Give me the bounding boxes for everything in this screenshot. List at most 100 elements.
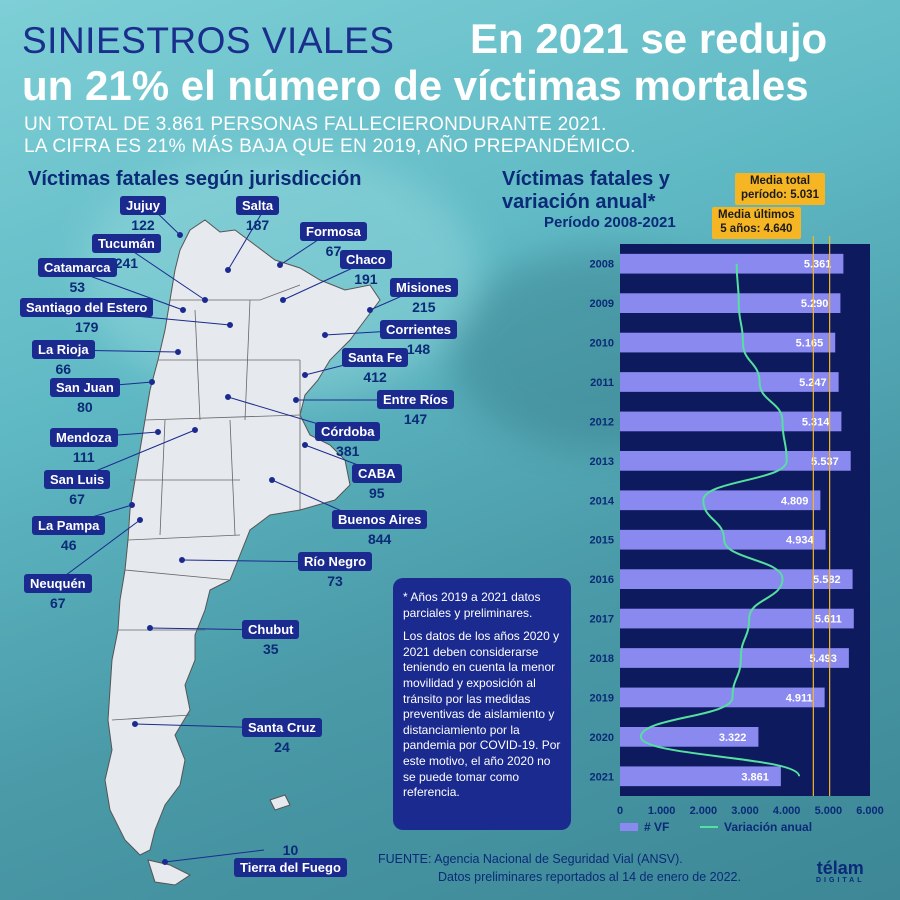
province-label: La Rioja 66 — [32, 340, 95, 377]
source-line-2: Datos preliminares reportados al 14 de e… — [438, 870, 741, 885]
category-label: 2016 — [590, 574, 614, 586]
province-connector — [227, 205, 267, 271]
province-name: Corrientes — [380, 320, 458, 339]
bar — [620, 687, 825, 708]
province-name: Santa Fe — [342, 348, 409, 367]
province-label: Misiones 215 — [390, 278, 458, 315]
category-label: 2008 — [590, 259, 614, 271]
bar-value-label: 5.314 — [802, 416, 830, 428]
bar-value-label: 4.911 — [786, 692, 813, 704]
legend-line-label: Variación anual — [724, 820, 813, 834]
province-value: 381 — [336, 443, 360, 459]
province-dot — [202, 297, 208, 303]
province-name: Santiago del Estero — [20, 298, 154, 317]
plot-background — [620, 244, 870, 796]
province-name: CABA — [352, 464, 402, 483]
x-tick-label: 2.000 — [690, 805, 718, 817]
province-dot — [280, 297, 286, 303]
province-name: Chubut — [242, 620, 300, 639]
category-label: 2012 — [590, 416, 614, 428]
bar-value-label: 5.611 — [815, 614, 842, 626]
province-label: Chubut 35 — [242, 620, 300, 657]
bar-value-label: 5.537 — [811, 456, 839, 468]
bar-value-label: 5.361 — [804, 259, 832, 271]
category-label: 2009 — [590, 298, 614, 310]
bar-value-label: 3.322 — [719, 732, 747, 744]
x-tick-label: 4.000 — [773, 805, 801, 817]
legend-bar-swatch — [620, 823, 638, 831]
province-dot — [225, 394, 231, 400]
province-label: La Pampa 46 — [32, 516, 106, 553]
province-name: La Pampa — [32, 516, 106, 535]
province-value: 191 — [354, 271, 378, 287]
province-label: Santa Fe 412 — [342, 348, 409, 385]
province-dot — [155, 429, 161, 435]
province-value: 80 — [77, 399, 93, 415]
province-label: Jujuy 122 — [120, 196, 166, 233]
province-value: 187 — [245, 217, 270, 233]
bar — [620, 727, 759, 747]
province-name: San Juan — [50, 378, 120, 397]
province-border — [124, 569, 231, 581]
category-label: 2019 — [590, 692, 614, 704]
province-border — [194, 309, 201, 421]
legend-line-swatch — [700, 826, 718, 828]
province-dot — [175, 349, 181, 355]
bar — [620, 332, 836, 353]
province-name: La Rioja — [32, 340, 95, 359]
province-dot — [192, 427, 198, 433]
bar — [620, 490, 821, 511]
footnote-box: * Años 2019 a 2021 datos parciales y pre… — [393, 578, 571, 830]
province-border — [111, 714, 191, 721]
islands-shape — [269, 794, 291, 811]
x-tick-label: 3.000 — [731, 805, 759, 817]
province-border — [244, 299, 251, 421]
title-topic: SINIESTROS VIALES — [22, 20, 395, 61]
province-name: San Luis — [44, 470, 111, 489]
source-note: FUENTE: Agencia Nacional de Seguridad Vi… — [378, 850, 741, 886]
variation-line — [639, 263, 801, 777]
province-name: Misiones — [390, 278, 458, 297]
province-label: CABA 95 — [352, 464, 402, 501]
province-name: Tierra del Fuego — [234, 858, 347, 877]
province-value: 35 — [262, 641, 279, 657]
province-name: Neuquén — [24, 574, 92, 593]
province-label: San Luis 67 — [44, 470, 111, 507]
province-value: 67 — [325, 243, 342, 259]
province-border — [170, 284, 301, 301]
province-value: 67 — [69, 491, 85, 507]
province-border — [229, 419, 236, 536]
province-value: 412 — [363, 369, 387, 385]
province-value: 111 — [72, 449, 95, 465]
x-tick-label: 5.000 — [815, 805, 843, 817]
callout-text: período: 5.031 — [741, 188, 819, 201]
category-label: 2020 — [590, 732, 614, 744]
province-value: 215 — [412, 299, 436, 315]
province-dot — [177, 232, 183, 238]
category-label: 2021 — [590, 771, 614, 783]
telam-logo: télam DIGITAL — [816, 858, 864, 884]
category-label: 2010 — [590, 338, 614, 350]
bar-value-label: 5.290 — [801, 298, 829, 310]
province-connector — [53, 519, 141, 585]
province-label: Corrientes 148 — [380, 320, 458, 357]
province-dot — [302, 372, 308, 378]
x-tick-label: 6.000 — [856, 805, 884, 817]
province-label: Salta 187 — [236, 196, 280, 233]
province-connector — [164, 849, 265, 863]
subtitle-line-1: UN TOTAL DE 3.861 PERSONAS FALLECIERONDU… — [24, 114, 607, 135]
bar — [620, 411, 842, 432]
province-label: Formosa 67 — [300, 222, 367, 259]
chart-title: Víctimas fatales y variación anual* — [502, 168, 670, 213]
title-headline: En 2021 se redujo — [470, 15, 828, 62]
province-value: 73 — [327, 573, 343, 589]
bar-value-label: 3.861 — [741, 771, 769, 783]
mean-total-callout: Media total período: 5.031 — [735, 173, 825, 205]
subtitle-line-2: LA CIFRA ES 21% MÁS BAJA QUE EN 2019, AÑ… — [24, 136, 636, 157]
province-name: Santa Cruz — [242, 718, 322, 737]
province-value: 10 — [282, 842, 299, 858]
province-dot — [180, 307, 186, 313]
province-label: Chaco 191 — [340, 250, 392, 287]
footnote-text: Los datos de los años 2020 y 2021 deben … — [403, 629, 561, 800]
province-label: Catamarca 53 — [38, 258, 117, 295]
